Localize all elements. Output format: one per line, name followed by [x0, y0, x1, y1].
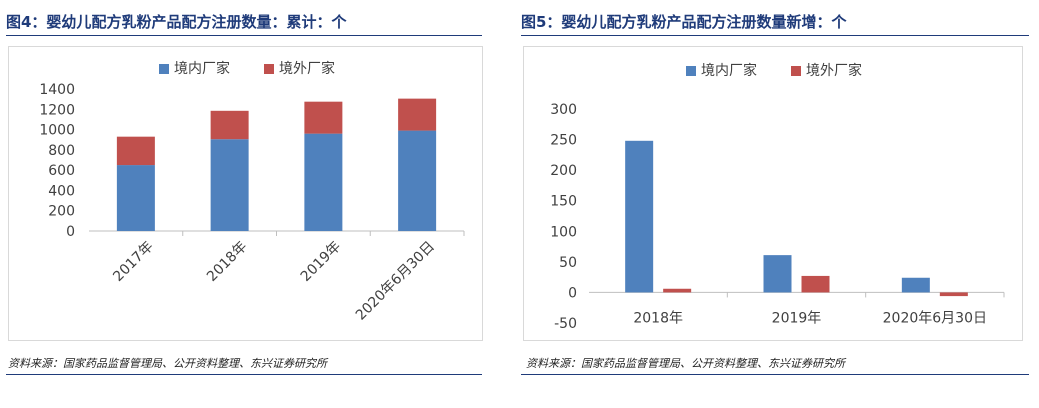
chart0-y-tick-7: 1400	[39, 82, 75, 98]
chart1-legend-swatch-0	[686, 66, 696, 76]
figure-5-source: 资料来源：国家药品监督管理局、公开资料整理、东兴证券研究所	[526, 357, 845, 370]
chart0-bar-foreign-3	[398, 98, 437, 131]
chart0-x-tick-label-1: 2018年	[204, 239, 250, 285]
new-registrations-bar-chart: 境内厂家 境外厂家 -50 0 50 100 150 200 250 300 2018年 2019年 2…	[550, 62, 1005, 332]
figure-5-title: 图5：婴幼儿配方乳粉产品配方注册数量新增：个	[521, 13, 847, 31]
chart1-bar-domestic-2	[901, 277, 930, 293]
chart0-bar-foreign-2	[304, 101, 343, 134]
chart0-y-tick-5: 1000	[39, 123, 75, 139]
chart0-legend-label-0: 境内厂家	[174, 60, 230, 77]
figure-4-source: 资料来源：国家药品监督管理局、公开资料整理、东兴证券研究所	[8, 357, 327, 370]
chart0-bar-foreign-0	[116, 136, 155, 166]
chart1-y-tick-1: 0	[568, 285, 577, 301]
chart1-y-tick-2: 50	[559, 255, 577, 271]
chart1-y-tick-0: -50	[554, 316, 577, 332]
chart0-bar-domestic-1	[210, 139, 249, 231]
chart1-bar-foreign-2	[939, 292, 968, 297]
figure-4-title: 图4：婴幼儿配方乳粉产品配方注册数量：累计：个	[6, 13, 347, 31]
chart1-bar-domestic-1	[763, 255, 792, 293]
chart1-y-tick-3: 100	[550, 224, 577, 240]
chart0-legend-label-1: 境外厂家	[279, 60, 335, 77]
chart0-y-tick-6: 1200	[39, 102, 75, 118]
chart1-y-tick-6: 250	[550, 133, 577, 149]
chart0-legend-swatch-1	[264, 64, 274, 74]
chart1-y-tick-5: 200	[550, 163, 577, 179]
figure-4-bottom-rule	[6, 374, 482, 375]
chart1-y-tick-7: 300	[550, 102, 577, 118]
chart0-y-tick-1: 200	[48, 204, 75, 220]
figure-4-title-rule	[6, 35, 482, 36]
chart0-bar-foreign-1	[210, 110, 249, 140]
chart1-x-tick-label-0: 2018年	[633, 310, 683, 326]
chart0-x-tick-label-3: 2020年6月30日	[353, 239, 438, 324]
figure-5-title-rule	[521, 35, 1029, 36]
chart1-bar-foreign-0	[663, 288, 692, 293]
chart1-legend-label-0: 境内厂家	[701, 62, 757, 79]
chart0-y-tick-2: 400	[48, 183, 75, 199]
cumulative-stacked-bar-chart: 境内厂家 境外厂家 0 200 400 600 800 1000 1200 1400 2017年 20…	[39, 60, 465, 324]
chart1-bar-domestic-0	[625, 140, 654, 293]
chart0-x-tick-label-0: 2017年	[110, 239, 156, 285]
chart-panel-cumulative: 境内厂家 境外厂家 0 200 400 600 800 1000 1200 1400 2017年 20…	[8, 46, 483, 341]
chart0-y-tick-0: 0	[66, 224, 75, 240]
chart0-bar-domestic-2	[304, 133, 343, 231]
chart0-y-tick-3: 600	[48, 163, 75, 179]
chart-panel-new: 境内厂家 境外厂家 -50 0 50 100 150 200 250 300 2018年 2019年 2…	[523, 46, 1023, 341]
chart0-legend-swatch-0	[159, 64, 169, 74]
chart1-bar-foreign-1	[801, 275, 830, 293]
chart0-bar-domestic-0	[116, 165, 155, 231]
chart0-bar-domestic-3	[398, 130, 437, 231]
chart1-y-tick-4: 150	[550, 194, 577, 210]
chart1-x-tick-label-2: 2020年6月30日	[883, 310, 987, 326]
chart1-legend-swatch-1	[791, 66, 801, 76]
chart0-x-tick-label-2: 2019年	[298, 239, 344, 285]
chart1-x-tick-label-1: 2019年	[772, 310, 822, 326]
chart1-legend-label-1: 境外厂家	[806, 62, 862, 79]
chart0-y-tick-4: 800	[48, 143, 75, 159]
figure-5-bottom-rule	[521, 374, 1029, 375]
